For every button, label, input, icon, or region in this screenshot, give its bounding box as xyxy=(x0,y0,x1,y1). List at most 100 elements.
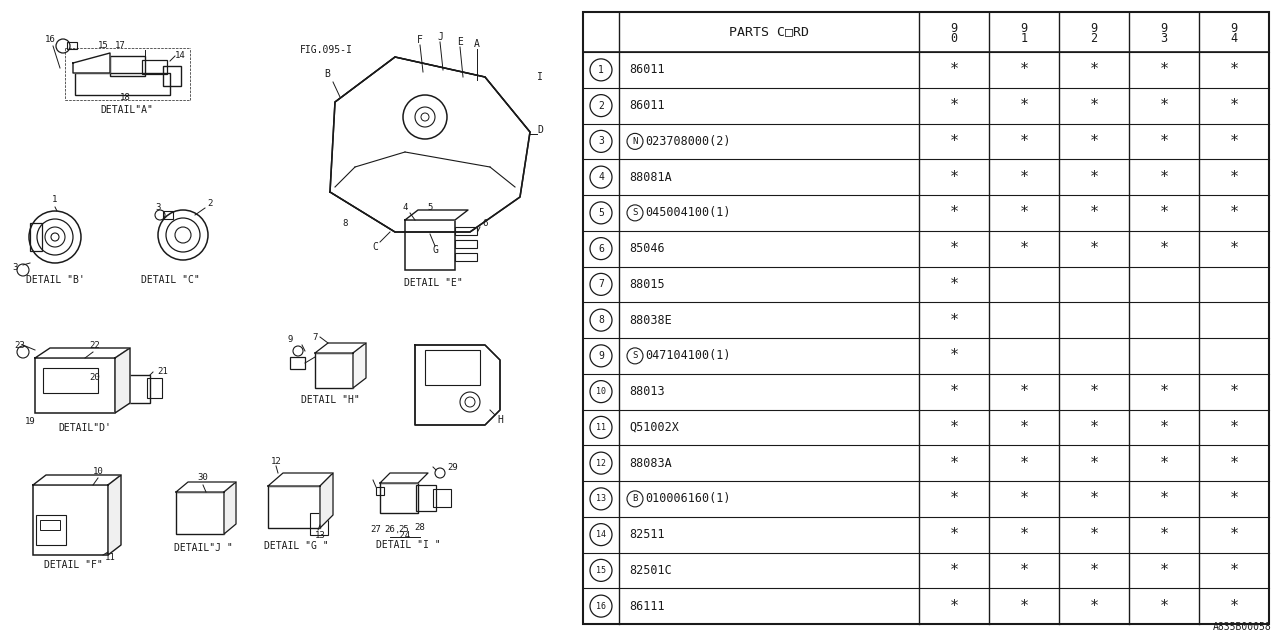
Text: 10: 10 xyxy=(92,467,104,477)
Text: *: * xyxy=(1089,563,1098,578)
Text: *: * xyxy=(950,312,959,328)
Polygon shape xyxy=(224,482,236,534)
Text: PARTS C□RD: PARTS C□RD xyxy=(730,26,809,38)
Text: 5: 5 xyxy=(428,202,433,211)
Text: 9: 9 xyxy=(1230,22,1238,35)
Text: 82511: 82511 xyxy=(628,528,664,541)
Text: 23: 23 xyxy=(14,340,26,349)
Bar xyxy=(33,485,108,555)
Text: *: * xyxy=(1160,98,1169,113)
Text: 13: 13 xyxy=(315,531,325,541)
Text: DETAIL "B': DETAIL "B' xyxy=(26,275,84,285)
Polygon shape xyxy=(268,473,333,486)
Bar xyxy=(35,358,115,413)
Text: *: * xyxy=(1229,384,1239,399)
Bar xyxy=(380,483,419,513)
Text: 1: 1 xyxy=(1020,31,1028,45)
Text: 88038E: 88038E xyxy=(628,314,672,326)
Text: 86011: 86011 xyxy=(628,99,664,112)
Bar xyxy=(433,489,451,507)
Bar xyxy=(315,353,353,388)
Text: 21: 21 xyxy=(157,367,169,376)
Text: 9: 9 xyxy=(1020,22,1028,35)
Text: *: * xyxy=(1089,62,1098,77)
Text: 9: 9 xyxy=(1091,22,1097,35)
Polygon shape xyxy=(404,210,468,220)
Text: *: * xyxy=(950,492,959,506)
Text: 88083A: 88083A xyxy=(628,456,672,470)
Bar xyxy=(44,368,99,393)
Bar xyxy=(29,223,42,251)
Text: *: * xyxy=(1160,492,1169,506)
Text: *: * xyxy=(1229,62,1239,77)
Text: *: * xyxy=(950,527,959,542)
Text: J: J xyxy=(436,32,443,42)
Text: *: * xyxy=(950,420,959,435)
Polygon shape xyxy=(108,475,122,555)
Text: D: D xyxy=(538,125,543,135)
Text: 1: 1 xyxy=(598,65,604,75)
Text: 12: 12 xyxy=(270,458,282,467)
Text: 2: 2 xyxy=(1091,31,1097,45)
Text: G: G xyxy=(433,245,438,255)
Text: *: * xyxy=(1160,170,1169,184)
Bar xyxy=(582,12,1268,624)
Text: *: * xyxy=(1160,456,1169,470)
Bar xyxy=(291,357,305,369)
Text: *: * xyxy=(1089,98,1098,113)
Text: *: * xyxy=(1160,62,1169,77)
Text: 88013: 88013 xyxy=(628,385,664,398)
Bar xyxy=(454,227,477,235)
Text: S: S xyxy=(632,209,637,218)
Text: 4: 4 xyxy=(1230,31,1238,45)
Text: DETAIL "F": DETAIL "F" xyxy=(44,560,102,570)
Text: *: * xyxy=(950,348,959,364)
Text: *: * xyxy=(1229,456,1239,470)
Text: *: * xyxy=(1229,170,1239,184)
Polygon shape xyxy=(353,343,366,388)
Text: *: * xyxy=(950,62,959,77)
Text: 20: 20 xyxy=(90,374,100,383)
Text: *: * xyxy=(1160,134,1169,149)
Text: DETAIL "E": DETAIL "E" xyxy=(403,278,462,288)
Text: *: * xyxy=(1160,563,1169,578)
Text: 10: 10 xyxy=(596,387,605,396)
Text: *: * xyxy=(950,456,959,470)
Polygon shape xyxy=(35,348,131,358)
Bar xyxy=(310,513,328,535)
Text: 4: 4 xyxy=(598,172,604,182)
Text: E: E xyxy=(457,37,463,47)
Text: *: * xyxy=(1089,492,1098,506)
Text: *: * xyxy=(1160,420,1169,435)
Text: *: * xyxy=(1229,205,1239,220)
Text: 010006160(1): 010006160(1) xyxy=(645,492,731,506)
Text: *: * xyxy=(1019,563,1029,578)
Text: 25: 25 xyxy=(398,525,410,534)
Text: *: * xyxy=(1019,598,1029,614)
Text: 14: 14 xyxy=(174,51,186,60)
Bar xyxy=(40,520,60,530)
Text: *: * xyxy=(1089,134,1098,149)
Text: 30: 30 xyxy=(197,474,209,483)
Text: A835B00058: A835B00058 xyxy=(1213,622,1272,632)
Text: N: N xyxy=(632,137,637,146)
Text: 8: 8 xyxy=(342,220,348,228)
Bar xyxy=(115,375,150,403)
Text: *: * xyxy=(1019,241,1029,256)
Polygon shape xyxy=(320,473,333,528)
Text: *: * xyxy=(1019,205,1029,220)
Text: *: * xyxy=(1160,598,1169,614)
Text: *: * xyxy=(1089,384,1098,399)
Text: 7: 7 xyxy=(598,280,604,289)
Polygon shape xyxy=(115,348,131,413)
Text: 3: 3 xyxy=(1161,31,1167,45)
Text: B: B xyxy=(324,69,330,79)
Text: DETAIL"D': DETAIL"D' xyxy=(59,423,111,433)
Text: DETAIL "G ": DETAIL "G " xyxy=(264,541,328,551)
Text: *: * xyxy=(1229,98,1239,113)
Text: 12: 12 xyxy=(596,459,605,468)
Text: 9: 9 xyxy=(1161,22,1167,35)
Polygon shape xyxy=(330,57,530,232)
Text: *: * xyxy=(1160,241,1169,256)
Bar xyxy=(67,42,77,49)
